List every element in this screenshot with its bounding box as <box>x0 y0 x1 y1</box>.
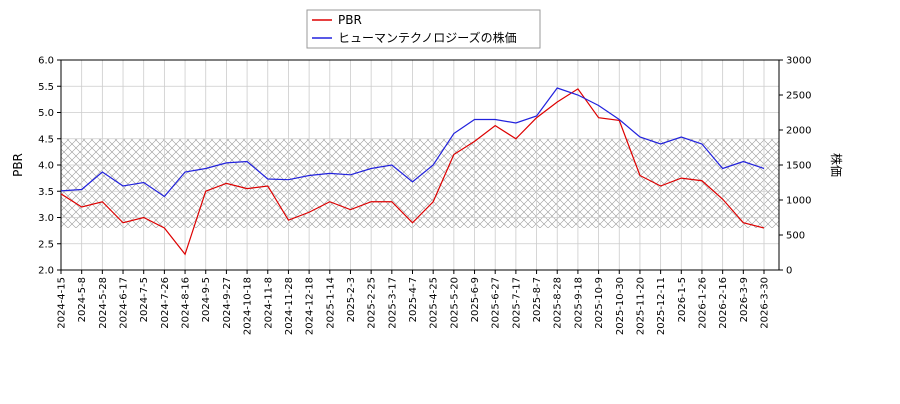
x-tick-label: 2026-1-26 <box>697 277 708 329</box>
x-tick-label: 2025-12-11 <box>656 277 667 335</box>
x-tick-label: 2024-9-5 <box>201 277 212 322</box>
x-tick-label: 2024-7-26 <box>160 277 171 329</box>
y2-tick-label: 1000 <box>786 196 811 207</box>
y-tick-label: 3.0 <box>38 213 54 224</box>
x-tick-label: 2026-3-9 <box>739 277 750 322</box>
x-tick-label: 2025-5-20 <box>449 277 460 329</box>
x-tick-label: 2026-1-5 <box>677 277 688 322</box>
x-tick-label: 2025-6-9 <box>470 277 481 322</box>
y2-tick-label: 3000 <box>786 56 811 67</box>
legend: PBR ヒューマンテクノロジーズの株価 <box>306 9 541 49</box>
x-tick-label: 2025-4-7 <box>408 277 419 322</box>
y2-tick-label: 2000 <box>786 126 811 137</box>
x-tick-label: 2024-10-18 <box>243 277 254 335</box>
shaded-range <box>61 138 779 228</box>
x-tick-label: 2025-8-7 <box>532 277 543 322</box>
x-tick-label: 2025-9-18 <box>573 277 584 329</box>
y-tick-label: 5.5 <box>38 82 54 93</box>
legend-label: PBR <box>338 13 362 27</box>
x-tick-label: 2024-11-28 <box>284 277 295 335</box>
x-tick-label: 2024-5-8 <box>77 277 88 322</box>
x-tick-label: 2026-2-16 <box>718 277 729 329</box>
x-tick-label: 2024-11-8 <box>263 277 274 329</box>
x-tick-label: 2025-3-17 <box>387 277 398 329</box>
y-tick-label: 4.0 <box>38 161 54 172</box>
y-tick-label: 4.5 <box>38 134 54 145</box>
legend-label: ヒューマンテクノロジーズの株価 <box>338 30 517 45</box>
x-tick-label: 2025-6-27 <box>491 277 502 329</box>
y2-tick-label: 1500 <box>786 161 811 172</box>
y2-axis-label: 株価 <box>829 153 844 177</box>
x-tick-label: 2024-7-5 <box>139 277 150 322</box>
y-tick-label: 3.5 <box>38 187 54 198</box>
x-tick-label: 2025-2-25 <box>367 277 378 329</box>
y2-tick-label: 2500 <box>786 91 811 102</box>
y-tick-label: 6.0 <box>38 56 54 67</box>
x-tick-label: 2024-12-18 <box>305 277 316 335</box>
x-tick-label: 2026-3-30 <box>760 277 771 329</box>
y-axis-label: PBR <box>11 153 25 177</box>
x-tick-label: 2025-8-28 <box>553 277 564 329</box>
y2-tick-label: 0 <box>786 266 792 277</box>
y-tick-label: 2.5 <box>38 239 54 250</box>
series-line <box>61 87 765 198</box>
x-tick-label: 2025-4-25 <box>429 277 440 329</box>
x-tick-label: 2024-4-15 <box>57 277 68 329</box>
y-tick-label: 2.0 <box>38 266 54 277</box>
y2-tick-label: 500 <box>786 231 805 242</box>
x-tick-label: 2025-1-14 <box>325 277 336 329</box>
series-line <box>61 88 765 256</box>
plot-frame <box>60 59 780 271</box>
x-tick-label: 2024-5-28 <box>98 277 109 329</box>
x-tick-label: 2024-6-17 <box>119 277 130 329</box>
x-tick-label: 2024-9-27 <box>222 277 233 329</box>
x-tick-label: 2025-10-30 <box>615 277 626 335</box>
x-tick-label: 2025-7-17 <box>511 277 522 329</box>
x-tick-label: 2024-8-16 <box>181 277 192 329</box>
legend-box <box>306 9 541 49</box>
x-tick-label: 2025-2-3 <box>346 277 357 322</box>
x-tick-label: 2025-11-20 <box>635 277 646 335</box>
x-tick-label: 2025-10-9 <box>594 277 605 329</box>
y-tick-label: 5.0 <box>38 108 54 119</box>
